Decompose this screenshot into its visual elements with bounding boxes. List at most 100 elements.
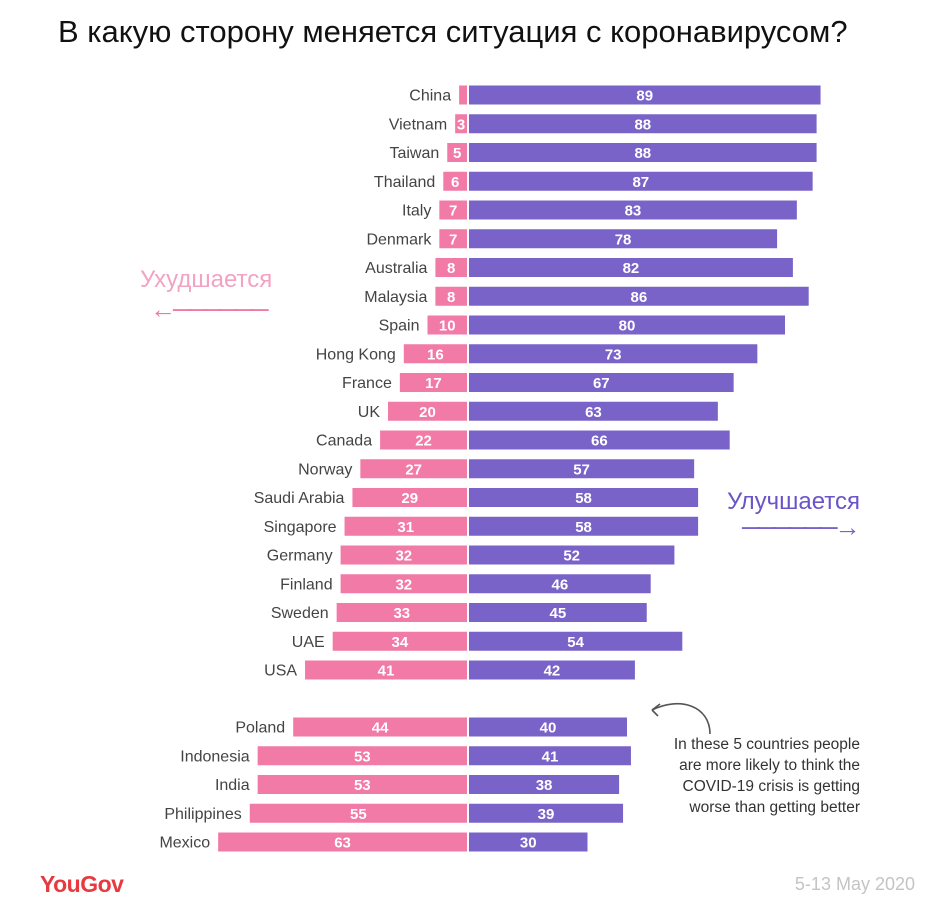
bar-worse-spain bbox=[427, 315, 467, 335]
value-label-better: 58 bbox=[575, 519, 592, 536]
bar-better-france bbox=[469, 373, 734, 392]
bar-worse-italy bbox=[439, 200, 467, 220]
category-label: Poland bbox=[235, 720, 285, 737]
bar-worse-singapore bbox=[344, 516, 467, 536]
category-label: China bbox=[409, 88, 451, 105]
category-label: Sweden bbox=[271, 605, 329, 622]
category-label: Spain bbox=[379, 318, 420, 335]
value-label-better: 45 bbox=[550, 605, 567, 622]
bar-worse-australia bbox=[435, 258, 467, 277]
value-label-better: 38 bbox=[536, 777, 553, 794]
value-label-worse: 53 bbox=[354, 777, 371, 794]
category-label: Philippines bbox=[164, 806, 241, 823]
value-label-better: 67 bbox=[593, 375, 610, 392]
worse-label: Ухудшается bbox=[140, 266, 273, 293]
right-arrow-icon: ──────→ bbox=[742, 512, 861, 542]
bar-worse-poland bbox=[293, 717, 467, 737]
value-label-better: 46 bbox=[552, 576, 569, 593]
bar-better-thailand bbox=[469, 171, 813, 191]
value-label-worse: 34 bbox=[392, 634, 409, 651]
bar-worse-norway bbox=[360, 459, 467, 479]
value-label-better: 40 bbox=[540, 720, 557, 737]
bar-worse-malaysia bbox=[435, 286, 467, 306]
value-label-worse: 20 bbox=[419, 404, 436, 421]
value-label-worse: 7 bbox=[449, 203, 457, 220]
value-label-worse: 41 bbox=[378, 663, 395, 680]
value-label-worse: 44 bbox=[372, 720, 389, 737]
category-label: Singapore bbox=[264, 519, 337, 536]
annotation-note: In these 5 countries people are more lik… bbox=[673, 736, 860, 816]
bar-better-singapore bbox=[469, 516, 699, 536]
bar-better-germany bbox=[469, 545, 675, 565]
bar-better-italy bbox=[469, 200, 797, 220]
bar-better-spain bbox=[469, 315, 785, 335]
category-label: Saudi Arabia bbox=[254, 490, 345, 507]
bar-worse-indonesia bbox=[257, 746, 467, 766]
value-label-worse: 8 bbox=[447, 289, 455, 306]
category-label: UK bbox=[358, 404, 381, 421]
value-label-better: 83 bbox=[625, 203, 642, 220]
value-label-better: 39 bbox=[538, 806, 555, 823]
chart-title: В какую сторону меняется ситуация с коро… bbox=[58, 14, 848, 49]
category-label: Hong Kong bbox=[316, 346, 396, 363]
value-label-worse: 8 bbox=[447, 260, 455, 277]
bar-better-malaysia bbox=[469, 286, 809, 306]
bar-better-china bbox=[469, 85, 821, 105]
value-label-better: 86 bbox=[631, 289, 648, 306]
value-label-better: 54 bbox=[567, 634, 584, 651]
value-label-better: 66 bbox=[591, 433, 608, 450]
value-label-better: 41 bbox=[542, 748, 559, 765]
category-label: France bbox=[342, 375, 392, 392]
bar-worse-saudi-arabia bbox=[352, 488, 467, 507]
bar-worse-taiwan bbox=[447, 143, 467, 162]
bar-better-sweden bbox=[469, 603, 647, 622]
value-label-worse: 63 bbox=[334, 835, 351, 852]
value-label-better: 57 bbox=[573, 461, 590, 478]
bar-worse-uk bbox=[388, 401, 467, 421]
value-label-better: 88 bbox=[634, 145, 651, 162]
better-label: Улучшается bbox=[727, 488, 861, 515]
yougov-logo: YouGov bbox=[40, 871, 124, 897]
bar-worse-mexico bbox=[218, 832, 467, 852]
category-label: Indonesia bbox=[180, 748, 249, 765]
bar-better-uk bbox=[469, 401, 718, 421]
category-label: Thailand bbox=[374, 174, 435, 191]
value-label-worse: 17 bbox=[425, 375, 442, 392]
bar-better-vietnam bbox=[469, 114, 817, 134]
curved-arrow-icon bbox=[651, 702, 711, 735]
bar-better-denmark bbox=[469, 229, 778, 249]
value-label-worse: 22 bbox=[415, 433, 432, 450]
value-label-worse: 55 bbox=[350, 806, 367, 823]
value-label-worse: 7 bbox=[449, 231, 457, 248]
bar-better-norway bbox=[469, 459, 695, 479]
bar-better-poland bbox=[469, 717, 627, 737]
value-label-worse: 33 bbox=[393, 605, 410, 622]
survey-date: 5-13 May 2020 bbox=[794, 874, 915, 894]
value-label-better: 30 bbox=[520, 835, 537, 852]
bar-better-india bbox=[469, 775, 620, 794]
bar-worse-thailand bbox=[443, 171, 467, 191]
bar-worse-vietnam bbox=[455, 114, 467, 134]
bar-better-hong-kong bbox=[469, 344, 758, 364]
value-label-better: 87 bbox=[632, 174, 649, 191]
value-label-worse: 32 bbox=[395, 548, 412, 565]
bar-better-mexico bbox=[469, 832, 588, 852]
value-label-worse: 53 bbox=[354, 748, 371, 765]
value-label-better: 88 bbox=[634, 116, 651, 133]
bar-better-australia bbox=[469, 258, 793, 277]
bar-worse-france bbox=[399, 373, 467, 392]
bar-better-indonesia bbox=[469, 746, 631, 766]
bar-worse-canada bbox=[380, 430, 467, 450]
bar-worse-denmark bbox=[439, 229, 467, 249]
bar-worse-sweden bbox=[336, 603, 467, 622]
value-label-worse: 27 bbox=[405, 461, 422, 478]
category-label: Taiwan bbox=[389, 145, 439, 162]
category-label: UAE bbox=[292, 634, 325, 651]
bar-better-saudi-arabia bbox=[469, 488, 699, 507]
category-label: Denmark bbox=[366, 231, 432, 248]
value-label-worse: 32 bbox=[395, 576, 412, 593]
category-label: Finland bbox=[280, 576, 332, 593]
value-label-better: 89 bbox=[636, 88, 653, 105]
bar-better-taiwan bbox=[469, 143, 817, 162]
